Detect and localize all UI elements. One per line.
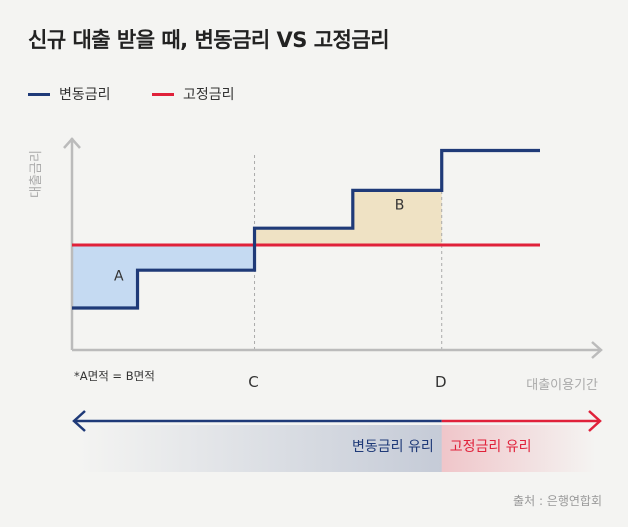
advantage-variable-arrowhead [72, 410, 86, 432]
advantage-variable-band [78, 425, 442, 472]
area-note: *A면적 = B면적 [74, 369, 155, 383]
advantage-fixed-band [441, 425, 596, 472]
advantage-variable-label: 변동금리 유리 [352, 439, 434, 455]
x-axis-label: 대출이용기간 [526, 378, 598, 393]
marker-label-c: C [248, 373, 258, 391]
region-b [254, 150, 442, 245]
marker-label-d: D [435, 373, 447, 391]
legend-fixed-label: 고정금리 [183, 87, 235, 103]
source-note: 출처 : 은행연합회 [513, 494, 602, 508]
region-a [72, 245, 255, 308]
y-axis-arrowhead [63, 137, 81, 149]
chart-title: 신규 대출 받을 때, 변동금리 VS 고정금리 [28, 28, 390, 52]
x-axis-arrowhead [591, 341, 603, 359]
legend-variable-label: 변동금리 [59, 87, 111, 103]
advantage-fixed-arrowhead [588, 410, 602, 432]
legend-fixed-swatch [152, 92, 174, 96]
region-label-b: B [395, 198, 405, 214]
region-label-a: A [114, 269, 124, 285]
y-axis-label: 대출금리 [29, 150, 44, 198]
legend-variable: 변동금리 [28, 84, 111, 104]
advantage-fixed-label: 고정금리 유리 [450, 439, 532, 455]
legend-fixed: 고정금리 [152, 84, 235, 104]
legend-variable-swatch [28, 92, 50, 96]
series-variable-line [72, 148, 540, 310]
